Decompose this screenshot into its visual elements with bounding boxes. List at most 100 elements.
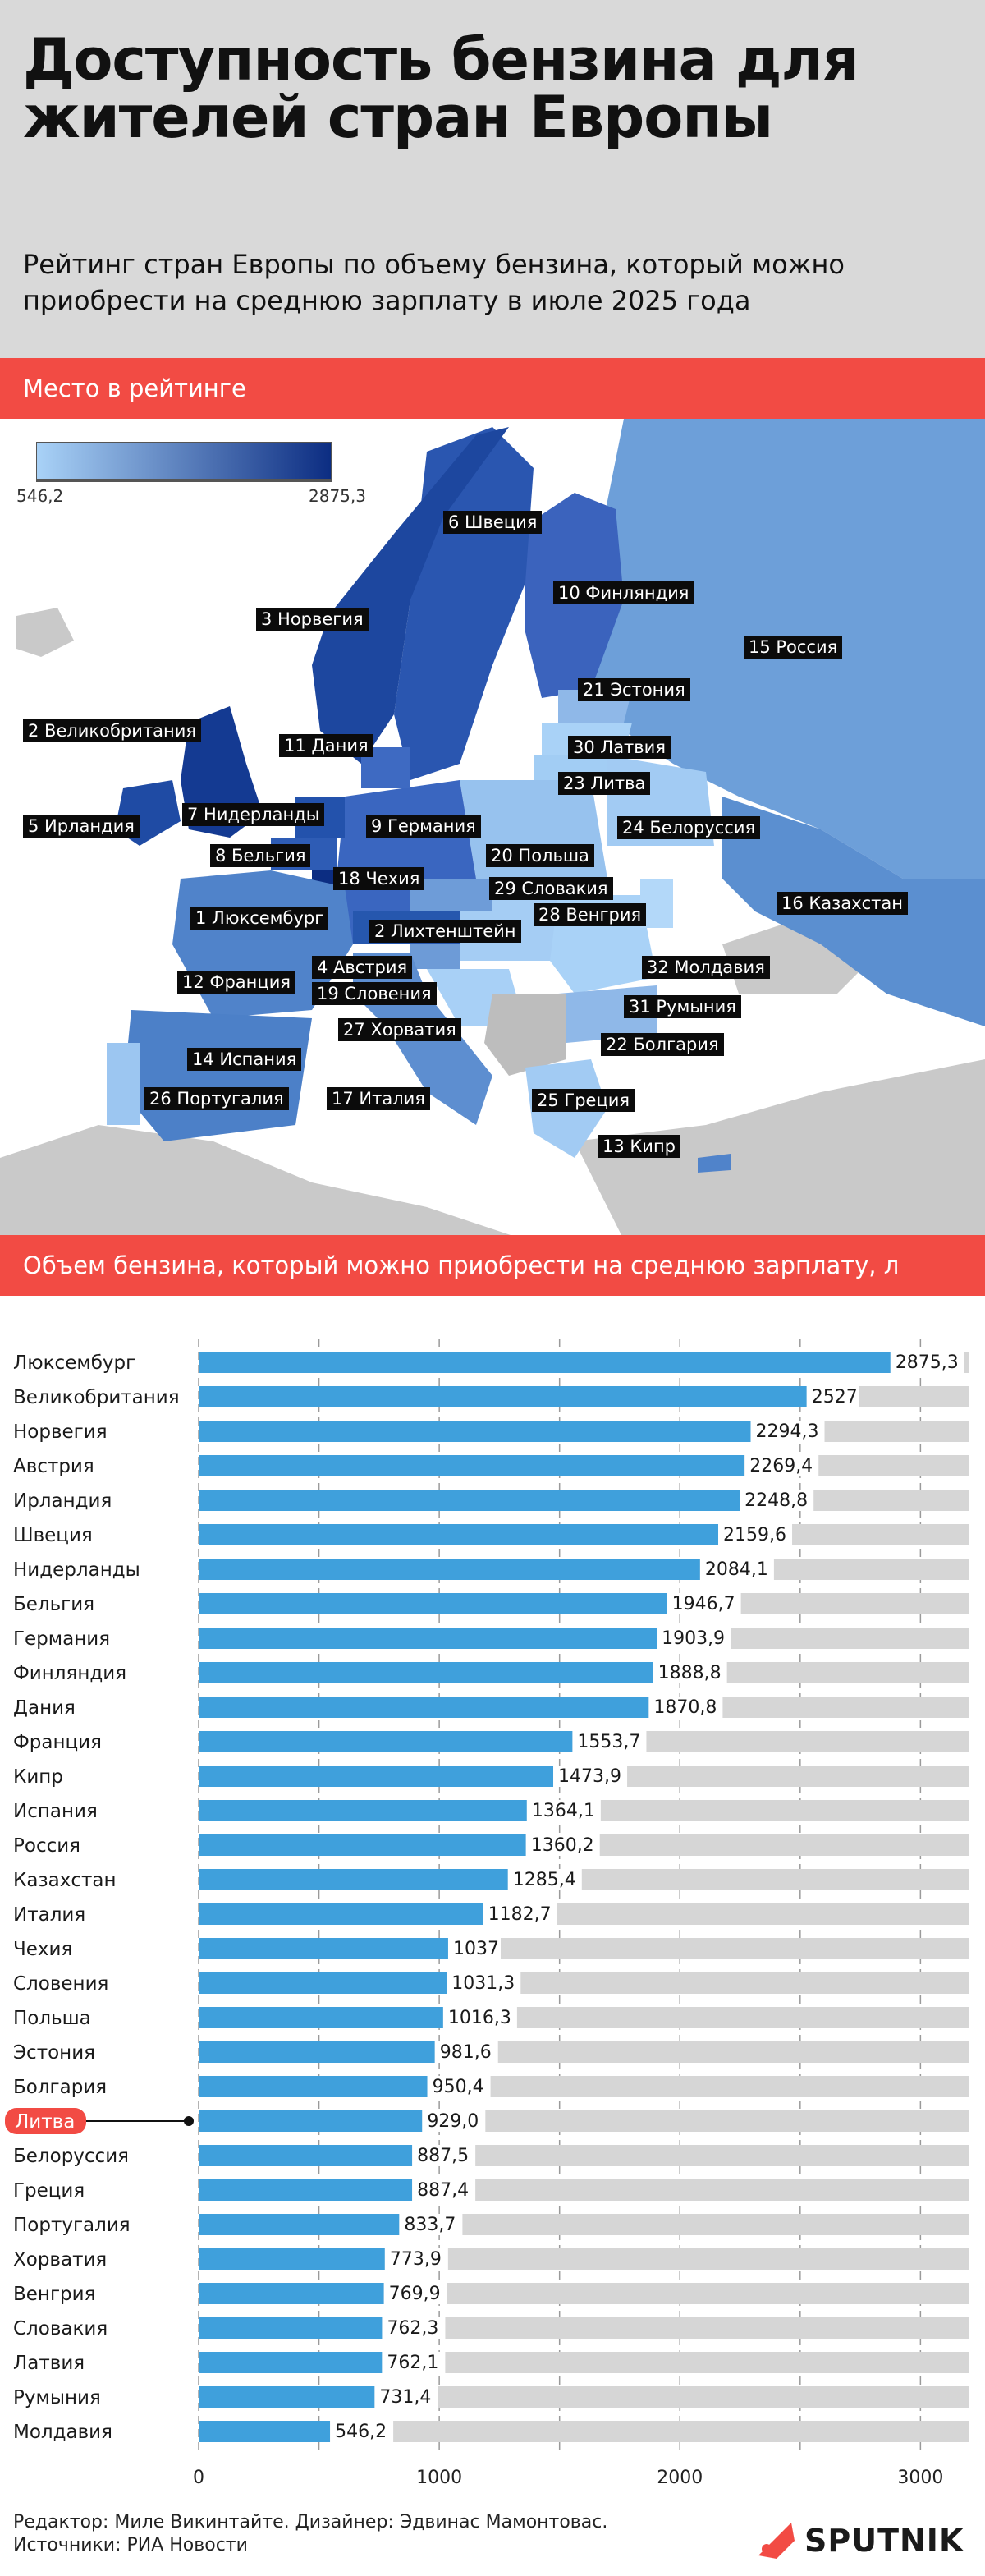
bar-27 bbox=[199, 2283, 384, 2304]
value-label: 2084,1 bbox=[705, 1559, 768, 1580]
map-label-sweden: 6 Швеция bbox=[443, 511, 543, 534]
value-label-bg bbox=[447, 1972, 521, 1994]
category-label: Хорватия bbox=[13, 2249, 107, 2271]
map-label-liechtenstein: 2 Лихтенштейн bbox=[369, 920, 521, 943]
map-label-ireland: 5 Ирландия bbox=[23, 815, 140, 838]
bar-4 bbox=[199, 1490, 740, 1511]
legend-axis bbox=[36, 480, 332, 482]
value-label-bg bbox=[382, 2317, 446, 2339]
category-label: Литва bbox=[15, 2111, 75, 2133]
map-label-bulgaria: 22 Болгария bbox=[601, 1033, 724, 1056]
bar-17 bbox=[199, 1938, 448, 1959]
map-land-other bbox=[0, 1125, 511, 1235]
map-label-belgium: 8 Бельгия bbox=[210, 844, 311, 867]
map-label-lithuania: 23 Литва bbox=[558, 772, 651, 795]
value-label: 1182,7 bbox=[488, 1904, 552, 1925]
x-tick-label: 0 bbox=[193, 2468, 204, 2488]
map-country-portugal bbox=[107, 1043, 140, 1125]
value-label: 887,5 bbox=[417, 2146, 469, 2166]
bar-9 bbox=[199, 1662, 653, 1683]
bar-28 bbox=[199, 2317, 383, 2339]
x-tick-label: 2000 bbox=[657, 2468, 703, 2488]
value-label: 1946,7 bbox=[672, 1594, 735, 1614]
category-label: Латвия bbox=[13, 2353, 85, 2374]
bar-12 bbox=[199, 1766, 554, 1787]
value-label-bg bbox=[383, 2283, 447, 2304]
bar-30 bbox=[199, 2386, 375, 2408]
sputnik-logo-text: SPUTNIK bbox=[804, 2523, 964, 2559]
map-label-finland: 10 Финляндия bbox=[553, 581, 694, 604]
section-volume-heading: Объем бензина, который можно приобрести … bbox=[0, 1235, 985, 1296]
bar-chart: 0 1000 2000 3000 2875,3 Люксембург 2527 Великоб… bbox=[0, 1296, 985, 2505]
map-label-france: 12 Франция bbox=[177, 971, 296, 994]
value-label-bg bbox=[427, 2076, 491, 2097]
map-country-denmark bbox=[361, 747, 410, 788]
bar-21 bbox=[199, 2076, 428, 2097]
legend-min-label: 546,2 bbox=[16, 486, 64, 506]
value-label-bg bbox=[657, 1628, 731, 1649]
bar-16 bbox=[199, 1903, 483, 1925]
value-label-bg bbox=[447, 1938, 501, 1959]
category-label: Чехия bbox=[13, 1939, 72, 1960]
category-label: Словакия bbox=[13, 2318, 108, 2340]
map-label-belarus: 24 Белоруссия bbox=[617, 816, 761, 839]
x-tick-label: 1000 bbox=[416, 2468, 462, 2488]
map-label-estonia: 21 Эстония bbox=[578, 678, 690, 701]
map-label-slovenia: 19 Словения bbox=[312, 982, 437, 1005]
category-label: Эстония bbox=[13, 2042, 95, 2064]
map-label-uk: 2 Великобритания bbox=[23, 719, 202, 742]
value-label: 773,9 bbox=[390, 2249, 442, 2270]
value-label-bg bbox=[740, 1490, 814, 1511]
value-label-bg bbox=[718, 1524, 793, 1545]
header: Доступность бензина для жителей стран Ев… bbox=[0, 0, 985, 358]
category-label: Ирландия bbox=[13, 1490, 112, 1512]
value-label-bg bbox=[374, 2386, 438, 2408]
map-label-italy: 17 Италия bbox=[327, 1087, 430, 1110]
value-label: 762,1 bbox=[387, 2353, 438, 2373]
map-country-spain bbox=[123, 1010, 312, 1141]
value-label: 762,3 bbox=[387, 2318, 438, 2339]
category-label: Греция bbox=[13, 2180, 85, 2202]
bar-chart-svg: 0 1000 2000 3000 2875,3 Люксембург 2527 Великоб… bbox=[5, 1339, 969, 2488]
category-label: Молдавия bbox=[13, 2422, 112, 2443]
category-label: Кипр bbox=[13, 1766, 63, 1788]
map-label-denmark: 11 Дания bbox=[279, 734, 373, 757]
value-label: 546,2 bbox=[335, 2422, 387, 2442]
value-label-bg bbox=[699, 1559, 774, 1580]
map-land-other bbox=[16, 608, 74, 657]
category-label: Венгрия bbox=[13, 2284, 95, 2305]
category-label: Великобритания bbox=[13, 1387, 180, 1408]
bar-15 bbox=[199, 1869, 508, 1890]
map-label-norway: 3 Норвегия bbox=[256, 608, 369, 631]
value-label: 1870,8 bbox=[653, 1697, 717, 1718]
map-land-other bbox=[484, 994, 566, 1076]
sputnik-logo: SPUTNIK bbox=[755, 2519, 969, 2560]
map-label-luxembourg: 1 Люксембург bbox=[190, 907, 329, 930]
value-label-bg bbox=[744, 1455, 819, 1476]
value-label-bg bbox=[648, 1697, 723, 1718]
category-label: Белоруссия bbox=[13, 2146, 129, 2167]
value-label-bg bbox=[434, 2041, 498, 2063]
map-label-kazakhstan: 16 Казахстан bbox=[777, 892, 909, 915]
value-label: 2294,3 bbox=[756, 1421, 819, 1442]
bar-29 bbox=[199, 2352, 383, 2373]
value-label-bg bbox=[422, 2110, 486, 2132]
bar-1 bbox=[199, 1386, 807, 1407]
value-label-bg bbox=[412, 2179, 476, 2201]
credits-editor: Редактор: Миле Викинтайте. Дизайнер: Эдв… bbox=[13, 2512, 608, 2532]
bar-20 bbox=[199, 2041, 435, 2063]
value-label-bg bbox=[890, 1352, 964, 1373]
map-country-slovenia bbox=[410, 944, 460, 969]
value-label: 1553,7 bbox=[577, 1732, 640, 1752]
value-label-bg bbox=[525, 1834, 600, 1856]
map-label-russia: 15 Россия bbox=[744, 636, 843, 659]
value-label-bg bbox=[553, 1766, 628, 1787]
map-label-hungary: 28 Венгрия bbox=[534, 903, 647, 926]
value-label: 1016,3 bbox=[448, 2008, 511, 2028]
value-label: 2527 bbox=[812, 1387, 858, 1407]
legend-gradient bbox=[36, 442, 332, 480]
map-label-austria: 4 Австрия bbox=[312, 956, 413, 979]
category-label: Казахстан bbox=[13, 1870, 117, 1891]
bar-31 bbox=[199, 2421, 331, 2442]
value-label-bg bbox=[653, 1662, 727, 1683]
